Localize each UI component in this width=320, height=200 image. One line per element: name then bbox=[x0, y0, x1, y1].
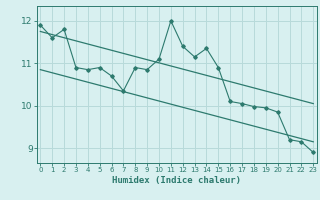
X-axis label: Humidex (Indice chaleur): Humidex (Indice chaleur) bbox=[112, 176, 241, 185]
